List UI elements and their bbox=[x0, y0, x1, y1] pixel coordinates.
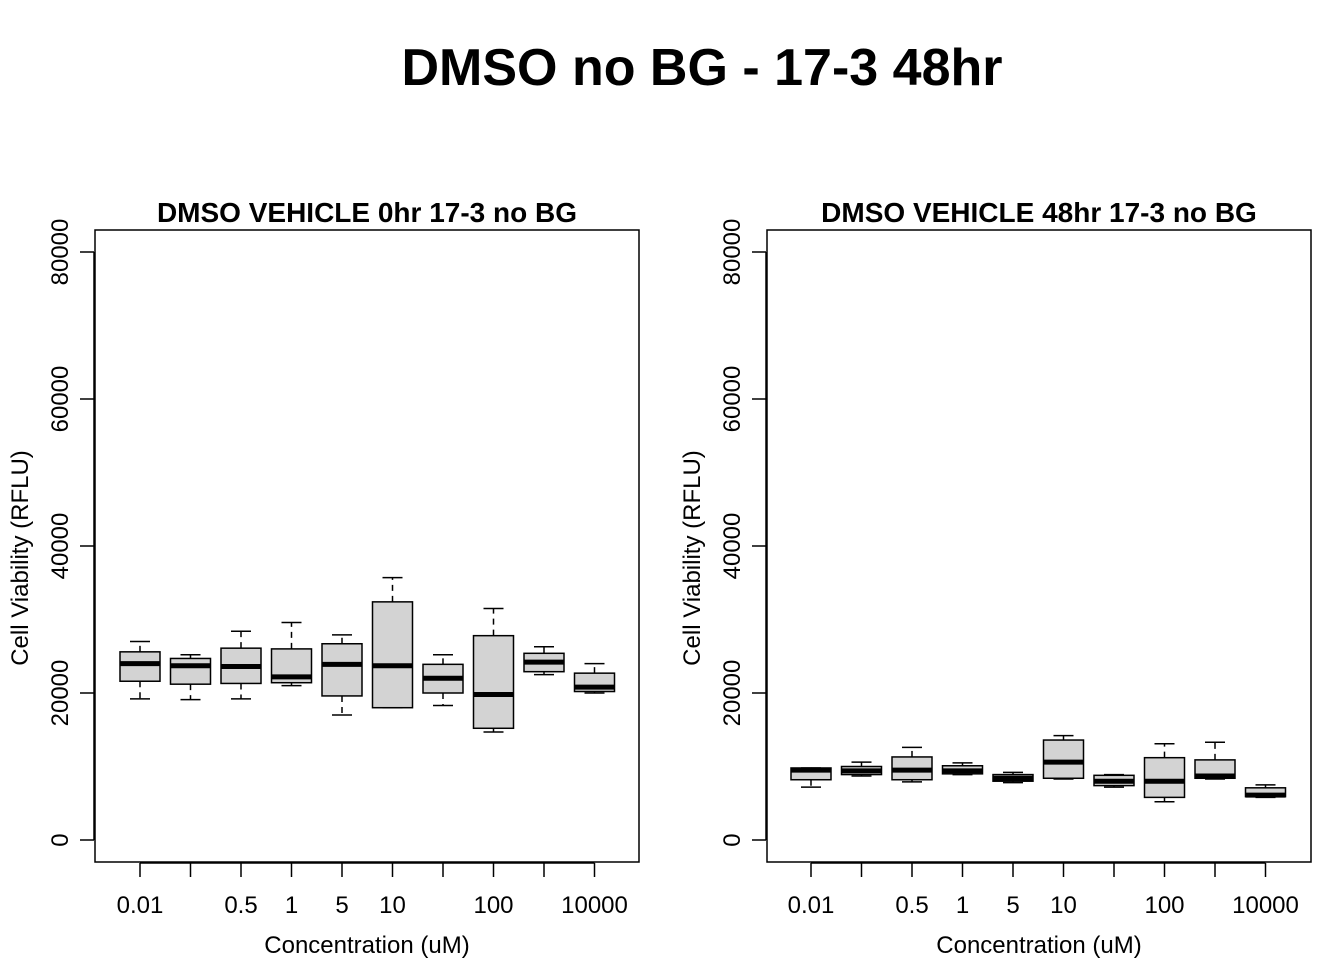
x-tick-label: 100 bbox=[473, 892, 513, 919]
figure-title: DMSO no BG - 17-3 48hr bbox=[401, 39, 1003, 97]
y-tick-label: 60000 bbox=[719, 366, 746, 433]
x-axis-label: Concentration (uM) bbox=[264, 932, 469, 959]
x-tick-label: 10000 bbox=[561, 892, 628, 919]
panel-title: DMSO VEHICLE 0hr 17-3 no BG bbox=[157, 197, 577, 228]
y-tick-label: 80000 bbox=[719, 219, 746, 286]
y-tick-label: 80000 bbox=[47, 219, 74, 286]
y-tick-label: 60000 bbox=[47, 366, 74, 433]
x-tick-label: 100 bbox=[1144, 892, 1184, 919]
panel-title: DMSO VEHICLE 48hr 17-3 no BG bbox=[821, 197, 1257, 228]
x-tick-label: 5 bbox=[335, 892, 348, 919]
y-tick-label: 0 bbox=[719, 833, 746, 846]
box bbox=[169, 657, 212, 685]
plot-frame bbox=[94, 229, 640, 863]
x-tick-label: 10 bbox=[1050, 892, 1077, 919]
box bbox=[1143, 756, 1186, 799]
x-tick-label: 5 bbox=[1006, 892, 1019, 919]
box bbox=[119, 651, 161, 682]
box bbox=[371, 601, 414, 709]
y-tick-label: 40000 bbox=[47, 513, 74, 580]
y-tick-label: 20000 bbox=[719, 660, 746, 727]
x-axis-label: Concentration (uM) bbox=[936, 932, 1141, 959]
y-tick-label: 0 bbox=[47, 833, 74, 846]
x-tick-label: 0.5 bbox=[224, 892, 257, 919]
box bbox=[321, 643, 363, 697]
y-tick-label: 40000 bbox=[719, 513, 746, 580]
x-tick-label: 0.01 bbox=[117, 892, 164, 919]
y-axis-label: Cell Viability (RFLU) bbox=[679, 450, 706, 666]
x-tick-label: 1 bbox=[956, 892, 969, 919]
x-tick-label: 10000 bbox=[1232, 892, 1299, 919]
plot-frame bbox=[766, 229, 1312, 863]
x-tick-label: 0.01 bbox=[788, 892, 835, 919]
y-axis-label: Cell Viability (RFLU) bbox=[7, 450, 34, 666]
x-tick-label: 1 bbox=[285, 892, 298, 919]
x-tick-label: 0.5 bbox=[895, 892, 928, 919]
y-tick-label: 20000 bbox=[47, 660, 74, 727]
box bbox=[1042, 739, 1085, 780]
x-tick-label: 10 bbox=[379, 892, 406, 919]
box bbox=[472, 634, 515, 730]
